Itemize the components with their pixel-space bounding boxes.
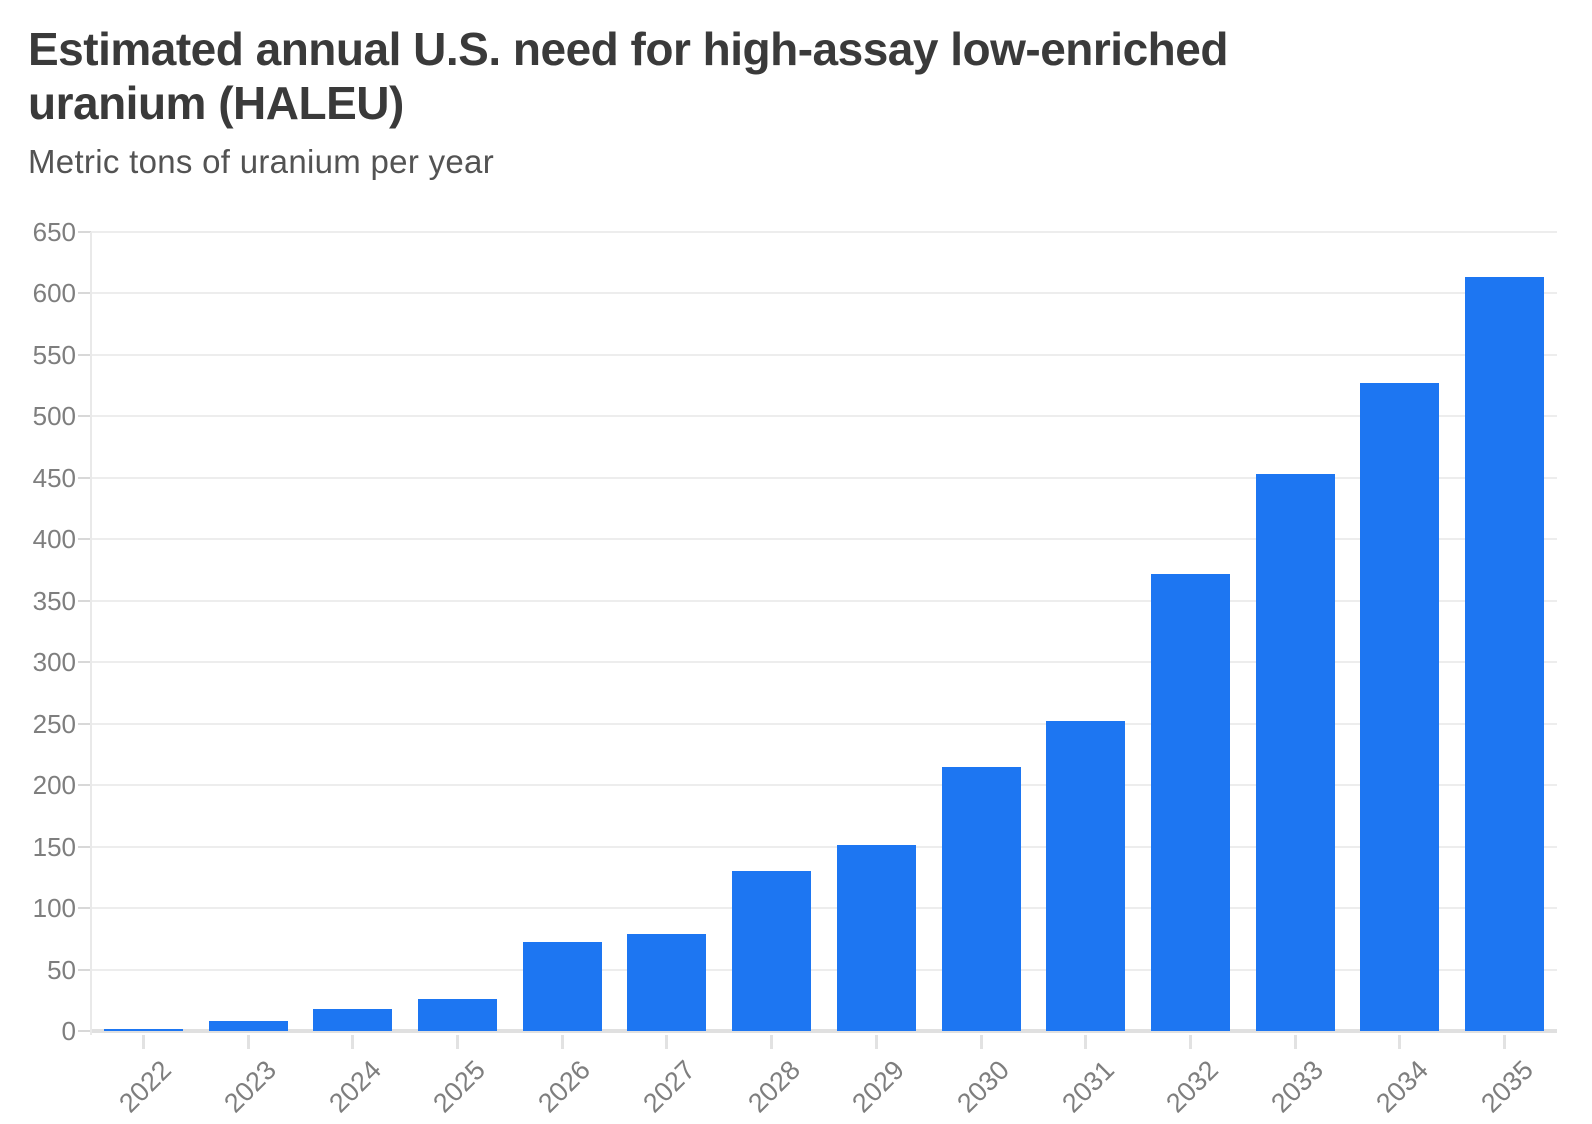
bar-2023 [208, 1021, 288, 1031]
y-axis-tick-label: 150 [32, 831, 76, 862]
y-axis-tick-label: 600 [32, 278, 76, 309]
y-axis-tick [78, 722, 91, 725]
x-axis-tick [351, 1035, 355, 1049]
y-axis-tick-label: 50 [47, 954, 76, 985]
x-axis-tick-label: 2034 [1370, 1054, 1434, 1119]
bar-2035 [1465, 277, 1545, 1031]
y-gridline [91, 353, 1557, 356]
x-axis-tick-label: 2022 [113, 1054, 178, 1119]
x-axis-tick [665, 1035, 669, 1049]
y-axis-tick-label: 300 [32, 647, 76, 678]
y-gridline [91, 538, 1557, 541]
x-axis-tick [141, 1035, 145, 1049]
x-axis-tick [1398, 1035, 1402, 1049]
chart-header: Estimated annual U.S. need for high-assa… [28, 22, 1368, 182]
y-axis-line [90, 232, 92, 1035]
y-axis-tick-label: 400 [32, 524, 76, 555]
y-axis-tick [78, 231, 91, 233]
y-gridline [91, 476, 1557, 479]
bar-2026 [522, 942, 602, 1031]
x-axis-tick [770, 1035, 774, 1049]
x-axis-tick [246, 1035, 250, 1049]
x-axis-tick-label: 2028 [741, 1054, 806, 1119]
y-gridline [91, 292, 1557, 295]
bar-2022 [103, 1028, 183, 1031]
y-axis-tick [78, 292, 91, 295]
y-axis-tick [78, 968, 91, 971]
y-axis-tick [78, 353, 91, 356]
x-axis-tick [874, 1035, 878, 1049]
x-axis-tick-label: 2029 [846, 1054, 911, 1119]
chart-title: Estimated annual U.S. need for high-assa… [28, 23, 1228, 129]
bar-2030 [941, 766, 1021, 1031]
y-axis-tick-label: 350 [32, 585, 76, 616]
bar-2024 [313, 1008, 393, 1031]
y-gridline [91, 231, 1557, 233]
x-axis-tick [1293, 1035, 1297, 1049]
x-axis-tick-label: 2030 [951, 1054, 1015, 1119]
x-axis-tick-label: 2027 [637, 1054, 701, 1119]
x-axis-tick [560, 1035, 564, 1049]
y-axis-tick [78, 538, 91, 541]
y-axis-tick-label: 250 [32, 708, 76, 739]
x-axis-tick-label: 2024 [323, 1054, 387, 1119]
x-axis-tick [979, 1035, 983, 1049]
y-axis-tick [78, 907, 91, 910]
x-axis-tick-label: 2023 [218, 1054, 282, 1119]
y-axis-tick-label: 0 [61, 1016, 76, 1046]
y-gridline [91, 968, 1557, 971]
y-gridline [91, 784, 1557, 787]
y-axis-tick-label: 200 [32, 770, 76, 801]
y-gridline [91, 722, 1557, 725]
x-axis-tick [1084, 1035, 1088, 1049]
y-axis-tick [78, 1030, 91, 1032]
y-gridline [91, 845, 1557, 848]
y-gridline [91, 599, 1557, 602]
y-axis-tick-label: 450 [32, 462, 76, 493]
y-axis-tick [78, 415, 91, 418]
y-gridline [91, 415, 1557, 418]
bar-2034 [1360, 383, 1440, 1031]
y-axis-tick [78, 845, 91, 848]
y-gridline [91, 907, 1557, 910]
bar-2032 [1151, 573, 1230, 1031]
bar-2028 [732, 871, 812, 1031]
y-axis-tick-label: 550 [32, 339, 76, 370]
y-axis-tick [78, 661, 91, 664]
x-axis-tick [1503, 1035, 1507, 1049]
y-axis-tick-label: 100 [32, 893, 76, 924]
y-axis-tick-label: 500 [32, 401, 76, 432]
y-axis-tick-label: 650 [32, 217, 76, 247]
y-gridline [91, 661, 1557, 664]
x-axis-tick-label: 2035 [1474, 1054, 1539, 1119]
x-axis-tick [1189, 1035, 1192, 1049]
y-axis-tick [78, 599, 91, 602]
bar-2025 [418, 999, 497, 1031]
y-axis-tick [78, 784, 91, 787]
x-axis-tick-label: 2026 [532, 1054, 597, 1119]
bar-2029 [836, 845, 916, 1031]
x-axis-tick-label: 2032 [1160, 1054, 1225, 1119]
x-axis-tick-label: 2025 [427, 1054, 492, 1119]
bar-2027 [627, 933, 707, 1031]
bar-2033 [1255, 474, 1335, 1031]
chart-subtitle: Metric tons of uranium per year [28, 143, 494, 180]
x-axis-tick-label: 2031 [1056, 1054, 1120, 1119]
y-axis-tick [78, 476, 91, 479]
x-axis-tick [456, 1035, 459, 1049]
x-axis-tick-label: 2033 [1265, 1054, 1330, 1119]
bar-2031 [1046, 721, 1126, 1031]
x-axis-line [91, 1029, 1557, 1033]
